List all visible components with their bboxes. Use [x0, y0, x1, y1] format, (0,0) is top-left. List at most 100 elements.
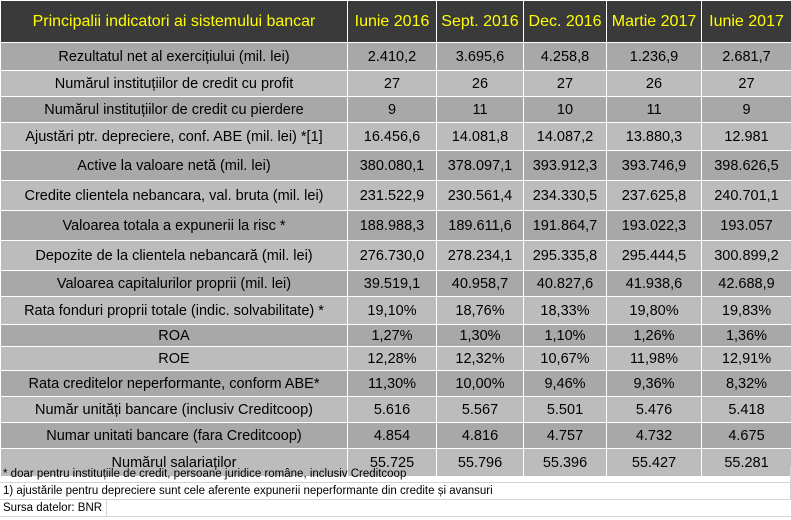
row-label-cell[interactable]: ROA — [0, 324, 348, 347]
value-cell[interactable]: 55.796 — [436, 448, 524, 477]
value-cell[interactable]: 1,27% — [347, 324, 437, 347]
value-cell[interactable]: 10,00% — [436, 370, 524, 397]
value-cell[interactable]: 278.234,1 — [436, 240, 524, 271]
value-cell[interactable]: 193.057 — [701, 210, 791, 241]
value-cell[interactable]: 41.938,6 — [606, 270, 702, 297]
value-cell[interactable]: 193.022,3 — [606, 210, 702, 241]
value-cell[interactable]: 5.418 — [701, 396, 791, 423]
value-cell[interactable]: 11 — [436, 96, 524, 123]
value-cell[interactable]: 234.330,5 — [523, 180, 607, 211]
value-cell[interactable]: 10,67% — [523, 346, 607, 371]
row-label-cell[interactable]: Credite clientela nebancara, val. bruta … — [0, 180, 348, 211]
value-cell[interactable]: 11,30% — [347, 370, 437, 397]
header-cell-title[interactable]: Principalii indicatori ai sistemului ban… — [0, 0, 348, 43]
value-cell[interactable]: 19,80% — [606, 296, 702, 325]
value-cell[interactable]: 19,83% — [701, 296, 791, 325]
value-cell[interactable]: 4.675 — [701, 422, 791, 449]
value-cell[interactable]: 16.456,6 — [347, 122, 437, 151]
value-cell[interactable]: 4.854 — [347, 422, 437, 449]
value-cell[interactable]: 237.625,8 — [606, 180, 702, 211]
value-cell[interactable]: 300.899,2 — [701, 240, 791, 271]
value-cell[interactable]: 378.097,1 — [436, 150, 524, 181]
row-label-cell[interactable]: Număr unități bancare (inclusiv Creditco… — [0, 396, 348, 423]
value-cell[interactable]: 5.616 — [347, 396, 437, 423]
value-cell[interactable]: 9,36% — [606, 370, 702, 397]
value-cell[interactable]: 1,26% — [606, 324, 702, 347]
value-cell[interactable]: 9,46% — [523, 370, 607, 397]
value-cell[interactable]: 191.864,7 — [523, 210, 607, 241]
value-cell[interactable]: 10 — [523, 96, 607, 123]
value-cell[interactable]: 240.701,1 — [701, 180, 791, 211]
value-cell[interactable]: 1.236,9 — [606, 42, 702, 71]
value-cell[interactable]: 27 — [701, 70, 791, 97]
value-cell[interactable]: 2.681,7 — [701, 42, 791, 71]
value-cell[interactable]: 9 — [701, 96, 791, 123]
row-label-cell[interactable]: Rezultatul net al exercițiului (mil. lei… — [0, 42, 348, 71]
value-cell[interactable]: 14.087,2 — [523, 122, 607, 151]
row-label-cell[interactable]: Ajustări ptr. depreciere, conf. ABE (mil… — [0, 122, 348, 151]
value-cell[interactable]: 11,98% — [606, 346, 702, 371]
value-cell[interactable]: 12,91% — [701, 346, 791, 371]
value-cell[interactable]: 9 — [347, 96, 437, 123]
value-cell[interactable]: 26 — [606, 70, 702, 97]
row-label-cell[interactable]: Depozite de la clientela nebancară (mil.… — [0, 240, 348, 271]
value-cell[interactable]: 1,36% — [701, 324, 791, 347]
value-cell[interactable]: 26 — [436, 70, 524, 97]
value-cell[interactable]: 5.476 — [606, 396, 702, 423]
value-cell[interactable]: 11 — [606, 96, 702, 123]
value-cell[interactable]: 18,76% — [436, 296, 524, 325]
value-cell[interactable]: 380.080,1 — [347, 150, 437, 181]
value-cell[interactable]: 276.730,0 — [347, 240, 437, 271]
value-cell[interactable]: 1,10% — [523, 324, 607, 347]
row-label-cell[interactable]: Valoarea capitalurilor proprii (mil. lei… — [0, 270, 348, 297]
row-label-cell[interactable]: Numărul salariaților — [0, 448, 348, 477]
header-cell-period[interactable]: Dec. 2016 — [523, 0, 607, 43]
value-cell[interactable]: 1,30% — [436, 324, 524, 347]
value-cell[interactable]: 40.827,6 — [523, 270, 607, 297]
row-label-cell[interactable]: Valoarea totala a expunerii la risc * — [0, 210, 348, 241]
value-cell[interactable]: 3.695,6 — [436, 42, 524, 71]
value-cell[interactable]: 4.816 — [436, 422, 524, 449]
value-cell[interactable]: 189.611,6 — [436, 210, 524, 241]
value-cell[interactable]: 55.427 — [606, 448, 702, 477]
row-label-cell[interactable]: Numărul instituțiilor de credit cu profi… — [0, 70, 348, 97]
value-cell[interactable]: 12.981 — [701, 122, 791, 151]
value-cell[interactable]: 55.281 — [701, 448, 791, 477]
value-cell[interactable]: 393.746,9 — [606, 150, 702, 181]
value-cell[interactable]: 188.988,3 — [347, 210, 437, 241]
value-cell[interactable]: 8,32% — [701, 370, 791, 397]
value-cell[interactable]: 18,33% — [523, 296, 607, 325]
value-cell[interactable]: 40.958,7 — [436, 270, 524, 297]
value-cell[interactable]: 12,28% — [347, 346, 437, 371]
value-cell[interactable]: 27 — [347, 70, 437, 97]
value-cell[interactable]: 14.081,8 — [436, 122, 524, 151]
value-cell[interactable]: 231.522,9 — [347, 180, 437, 211]
value-cell[interactable]: 5.501 — [523, 396, 607, 423]
row-label-cell[interactable]: Rata creditelor neperformante, conform A… — [0, 370, 348, 397]
row-label-cell[interactable]: Active la valoare netă (mil. lei) — [0, 150, 348, 181]
value-cell[interactable]: 5.567 — [436, 396, 524, 423]
value-cell[interactable]: 393.912,3 — [523, 150, 607, 181]
header-cell-period[interactable]: Sept. 2016 — [436, 0, 524, 43]
value-cell[interactable]: 19,10% — [347, 296, 437, 325]
source-note[interactable]: Sursa datelor: BNR — [0, 500, 791, 517]
value-cell[interactable]: 295.444,5 — [606, 240, 702, 271]
row-label-cell[interactable]: Rata fonduri proprii totale (indic. solv… — [0, 296, 348, 325]
header-cell-period[interactable]: Martie 2017 — [606, 0, 702, 43]
row-label-cell[interactable]: Numar unitati bancare (fara Creditcoop) — [0, 422, 348, 449]
value-cell[interactable]: 12,32% — [436, 346, 524, 371]
row-label-cell[interactable]: ROE — [0, 346, 348, 371]
value-cell[interactable]: 4.258,8 — [523, 42, 607, 71]
value-cell[interactable]: 39.519,1 — [347, 270, 437, 297]
value-cell[interactable]: 42.688,9 — [701, 270, 791, 297]
value-cell[interactable]: 4.732 — [606, 422, 702, 449]
header-cell-period[interactable]: Iunie 2016 — [347, 0, 437, 43]
row-label-cell[interactable]: Numărul instituțiilor de credit cu pierd… — [0, 96, 348, 123]
value-cell[interactable]: 398.626,5 — [701, 150, 791, 181]
value-cell[interactable]: 27 — [523, 70, 607, 97]
footnote-2[interactable]: 1) ajustările pentru depreciere sunt cel… — [0, 483, 791, 500]
header-cell-period[interactable]: Iunie 2017 — [701, 0, 791, 43]
value-cell[interactable]: 4.757 — [523, 422, 607, 449]
value-cell[interactable]: 230.561,4 — [436, 180, 524, 211]
value-cell[interactable]: 2.410,2 — [347, 42, 437, 71]
